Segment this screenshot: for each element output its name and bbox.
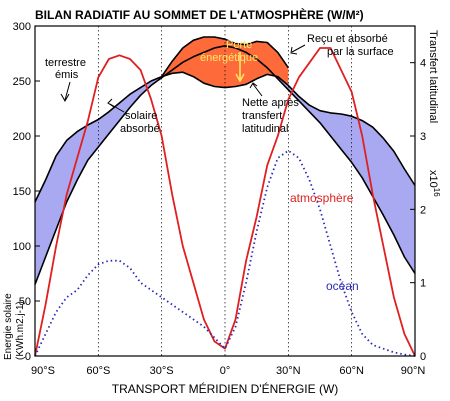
- xtick-label: 90°N: [401, 365, 426, 377]
- deficit-area: [35, 75, 164, 285]
- ytick-right-label: 1: [420, 278, 426, 290]
- arrow-solaire: [107, 98, 125, 113]
- chart-title: BILAN RADIATIF AU SOMMET DE L'ATMOSPHÈRE…: [35, 7, 364, 22]
- ytick-left-label: 200: [13, 131, 31, 143]
- xtick-label: 60°S: [86, 365, 110, 377]
- xtick-label: 30°N: [276, 365, 301, 377]
- line-atmosphere: [34, 47, 416, 357]
- ylabel-right: Transfert latitudinal: [427, 30, 439, 123]
- arrow-recu: [290, 44, 306, 55]
- ytick-left-label: 250: [13, 76, 31, 88]
- xlabel: TRANSPORT MÉRIDIEN D'ÉNERGIE (W): [112, 381, 339, 396]
- arrow-perte: [235, 52, 245, 83]
- annotation-perte-2: énergétique: [200, 52, 258, 64]
- ytick-left-label: 100: [13, 241, 31, 253]
- xtick-label: 30°S: [150, 365, 174, 377]
- annotation-atmosphere: atmosphère: [290, 191, 354, 205]
- ytick-left-label: 300: [13, 21, 31, 33]
- annotation-ocean: océan: [326, 279, 359, 293]
- annotation-nette-2: transfert: [242, 110, 282, 122]
- arrow-terrestre: [60, 81, 71, 103]
- ylabel-right-exponent: x1016: [427, 170, 441, 197]
- ytick-right-label: 0: [420, 351, 426, 363]
- xtick-label: 90°S: [31, 365, 55, 377]
- xtick-label: 0°: [220, 365, 231, 377]
- ylabel-left: Energie solaire: [3, 293, 14, 360]
- annotation-absorbe: absorbé: [120, 123, 160, 135]
- annotation-recu-2: par la surface: [327, 46, 394, 58]
- plot-area: [34, 26, 416, 357]
- ytick-right-label: 4: [420, 58, 426, 70]
- xtick-label: 60°N: [339, 365, 364, 377]
- line-ocean: [34, 149, 416, 357]
- annotation-terrestre: terrestre: [45, 57, 86, 69]
- annotation-nette-1: Nette après: [242, 97, 299, 109]
- ytick-right-label: 2: [420, 204, 426, 216]
- ytick-right-label: 3: [420, 131, 426, 143]
- annotation-recu-1: Reçu et absorbé: [307, 33, 388, 45]
- line-recu-surface: [161, 36, 289, 78]
- annotation-nette-3: latitudinal: [242, 123, 288, 135]
- ytick-left-label: 0: [25, 351, 31, 363]
- arrow-nette: [249, 82, 263, 97]
- annotation-solaire: solaire: [125, 110, 157, 122]
- annotation-emis: émis: [55, 69, 79, 81]
- line-terrestre-emis: [34, 71, 416, 203]
- annotation-perte-1: Perte: [226, 39, 252, 51]
- ytick-left-label: 150: [13, 186, 31, 198]
- axes: 0 50 100 150 200 250 300 0 1 2 3 4 90°S 60°S 30°S 0° 30°…: [13, 21, 426, 377]
- ytick-left-label: 50: [19, 296, 31, 308]
- line-solaire-absorbe: [34, 44, 416, 285]
- ylabel-left-units: (KWh.m2.j-1): [15, 301, 26, 360]
